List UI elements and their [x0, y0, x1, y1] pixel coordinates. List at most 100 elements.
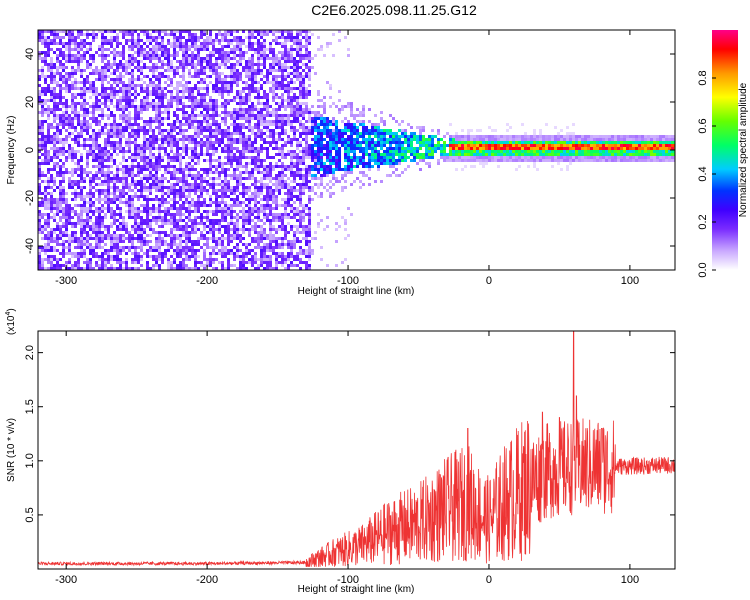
- heatmap-cell: [197, 195, 200, 198]
- heatmap-cell: [125, 192, 128, 195]
- heatmap-cell: [143, 126, 146, 129]
- heatmap-cell: [281, 144, 284, 147]
- heatmap-cell: [236, 159, 239, 162]
- heatmap-cell: [239, 36, 242, 39]
- heatmap-cell: [182, 135, 185, 138]
- heatmap-cell: [131, 30, 134, 33]
- heatmap-cell: [296, 42, 299, 45]
- heatmap-cell: [269, 171, 272, 174]
- heatmap-cell: [95, 120, 98, 123]
- heatmap-cell: [293, 156, 296, 159]
- heatmap-cell: [41, 105, 44, 108]
- heatmap-cell: [122, 57, 125, 60]
- heatmap-cell: [74, 246, 77, 249]
- heatmap-cell: [131, 168, 134, 171]
- heatmap-cell: [125, 84, 128, 87]
- heatmap-cell: [173, 135, 176, 138]
- heatmap-cell: [221, 138, 224, 141]
- heatmap-cell: [194, 84, 197, 87]
- heatmap-cell: [188, 90, 191, 93]
- heatmap-cell: [65, 81, 68, 84]
- heatmap-cell: [218, 225, 221, 228]
- heatmap-cell: [110, 126, 113, 129]
- heatmap-cell: [107, 174, 110, 177]
- heatmap-cell: [83, 255, 86, 258]
- heatmap-cell: [293, 36, 296, 39]
- heatmap-cell: [293, 243, 296, 246]
- heatmap-cell: [71, 75, 74, 78]
- heatmap-cell: [53, 165, 56, 168]
- heatmap-cell: [197, 120, 200, 123]
- heatmap-cell: [44, 186, 47, 189]
- heatmap-cell: [86, 261, 89, 264]
- heatmap-cell: [209, 261, 212, 264]
- heatmap-cell: [101, 162, 104, 165]
- heatmap-cell: [251, 72, 254, 75]
- heatmap-cell: [272, 48, 275, 51]
- heatmap-cell: [128, 39, 131, 42]
- heatmap-cell: [104, 171, 107, 174]
- heatmap-cell: [191, 54, 194, 57]
- heatmap-cell: [224, 84, 227, 87]
- heatmap-cell: [302, 183, 305, 186]
- heatmap-cell: [110, 258, 113, 261]
- heatmap-cell: [254, 261, 257, 264]
- heatmap-cell: [65, 150, 68, 153]
- heatmap-cell: [89, 138, 92, 141]
- heatmap-cell: [209, 168, 212, 171]
- heatmap-cell: [131, 234, 134, 237]
- heatmap-cell: [221, 51, 224, 54]
- heatmap-cell: [116, 249, 119, 252]
- heatmap-cell: [161, 231, 164, 234]
- heatmap-cell: [104, 165, 107, 168]
- heatmap-cell: [182, 69, 185, 72]
- heatmap-cell: [155, 156, 158, 159]
- heatmap-cell: [146, 102, 149, 105]
- heatmap-cell: [239, 48, 242, 51]
- heatmap-cell: [299, 150, 302, 153]
- heatmap-cell: [68, 153, 71, 156]
- heatmap-cell: [176, 105, 179, 108]
- heatmap-cell: [206, 219, 209, 222]
- heatmap-cell: [188, 69, 191, 72]
- heatmap-cell: [263, 96, 266, 99]
- heatmap-cell: [143, 135, 146, 138]
- heatmap-cell: [119, 207, 122, 210]
- heatmap-cell: [215, 135, 218, 138]
- heatmap-cell: [74, 84, 77, 87]
- heatmap-cell: [218, 63, 221, 66]
- heatmap-cell: [191, 231, 194, 234]
- heatmap-cell: [191, 123, 194, 126]
- heatmap-cell: [191, 102, 194, 105]
- heatmap-cell: [239, 108, 242, 111]
- heatmap-cell: [290, 204, 293, 207]
- heatmap-cell: [227, 237, 230, 240]
- heatmap-cell: [266, 81, 269, 84]
- heatmap-cell: [104, 96, 107, 99]
- heatmap-cell: [59, 150, 62, 153]
- heatmap-cell: [38, 75, 41, 78]
- heatmap-cell: [146, 144, 149, 147]
- heatmap-cell: [236, 252, 239, 255]
- heatmap-cell: [119, 249, 122, 252]
- heatmap-cell: [38, 249, 41, 252]
- heatmap-cell: [236, 222, 239, 225]
- heatmap-cell: [218, 141, 221, 144]
- heatmap-cell: [248, 30, 251, 33]
- heatmap-cell: [92, 90, 95, 93]
- heatmap-cell: [197, 198, 200, 201]
- heatmap-cell: [233, 69, 236, 72]
- heatmap-cell: [251, 63, 254, 66]
- heatmap-cell: [44, 45, 47, 48]
- heatmap-cell: [56, 264, 59, 267]
- heatmap-cell: [179, 60, 182, 63]
- heatmap-cell: [182, 213, 185, 216]
- heatmap-cell: [233, 222, 236, 225]
- heatmap-cell: [182, 228, 185, 231]
- heatmap-cell: [278, 69, 281, 72]
- heatmap-cell: [134, 93, 137, 96]
- heatmap-cell: [239, 111, 242, 114]
- heatmap-cell: [44, 30, 47, 33]
- heatmap-cell: [260, 246, 263, 249]
- heatmap-cell: [245, 219, 248, 222]
